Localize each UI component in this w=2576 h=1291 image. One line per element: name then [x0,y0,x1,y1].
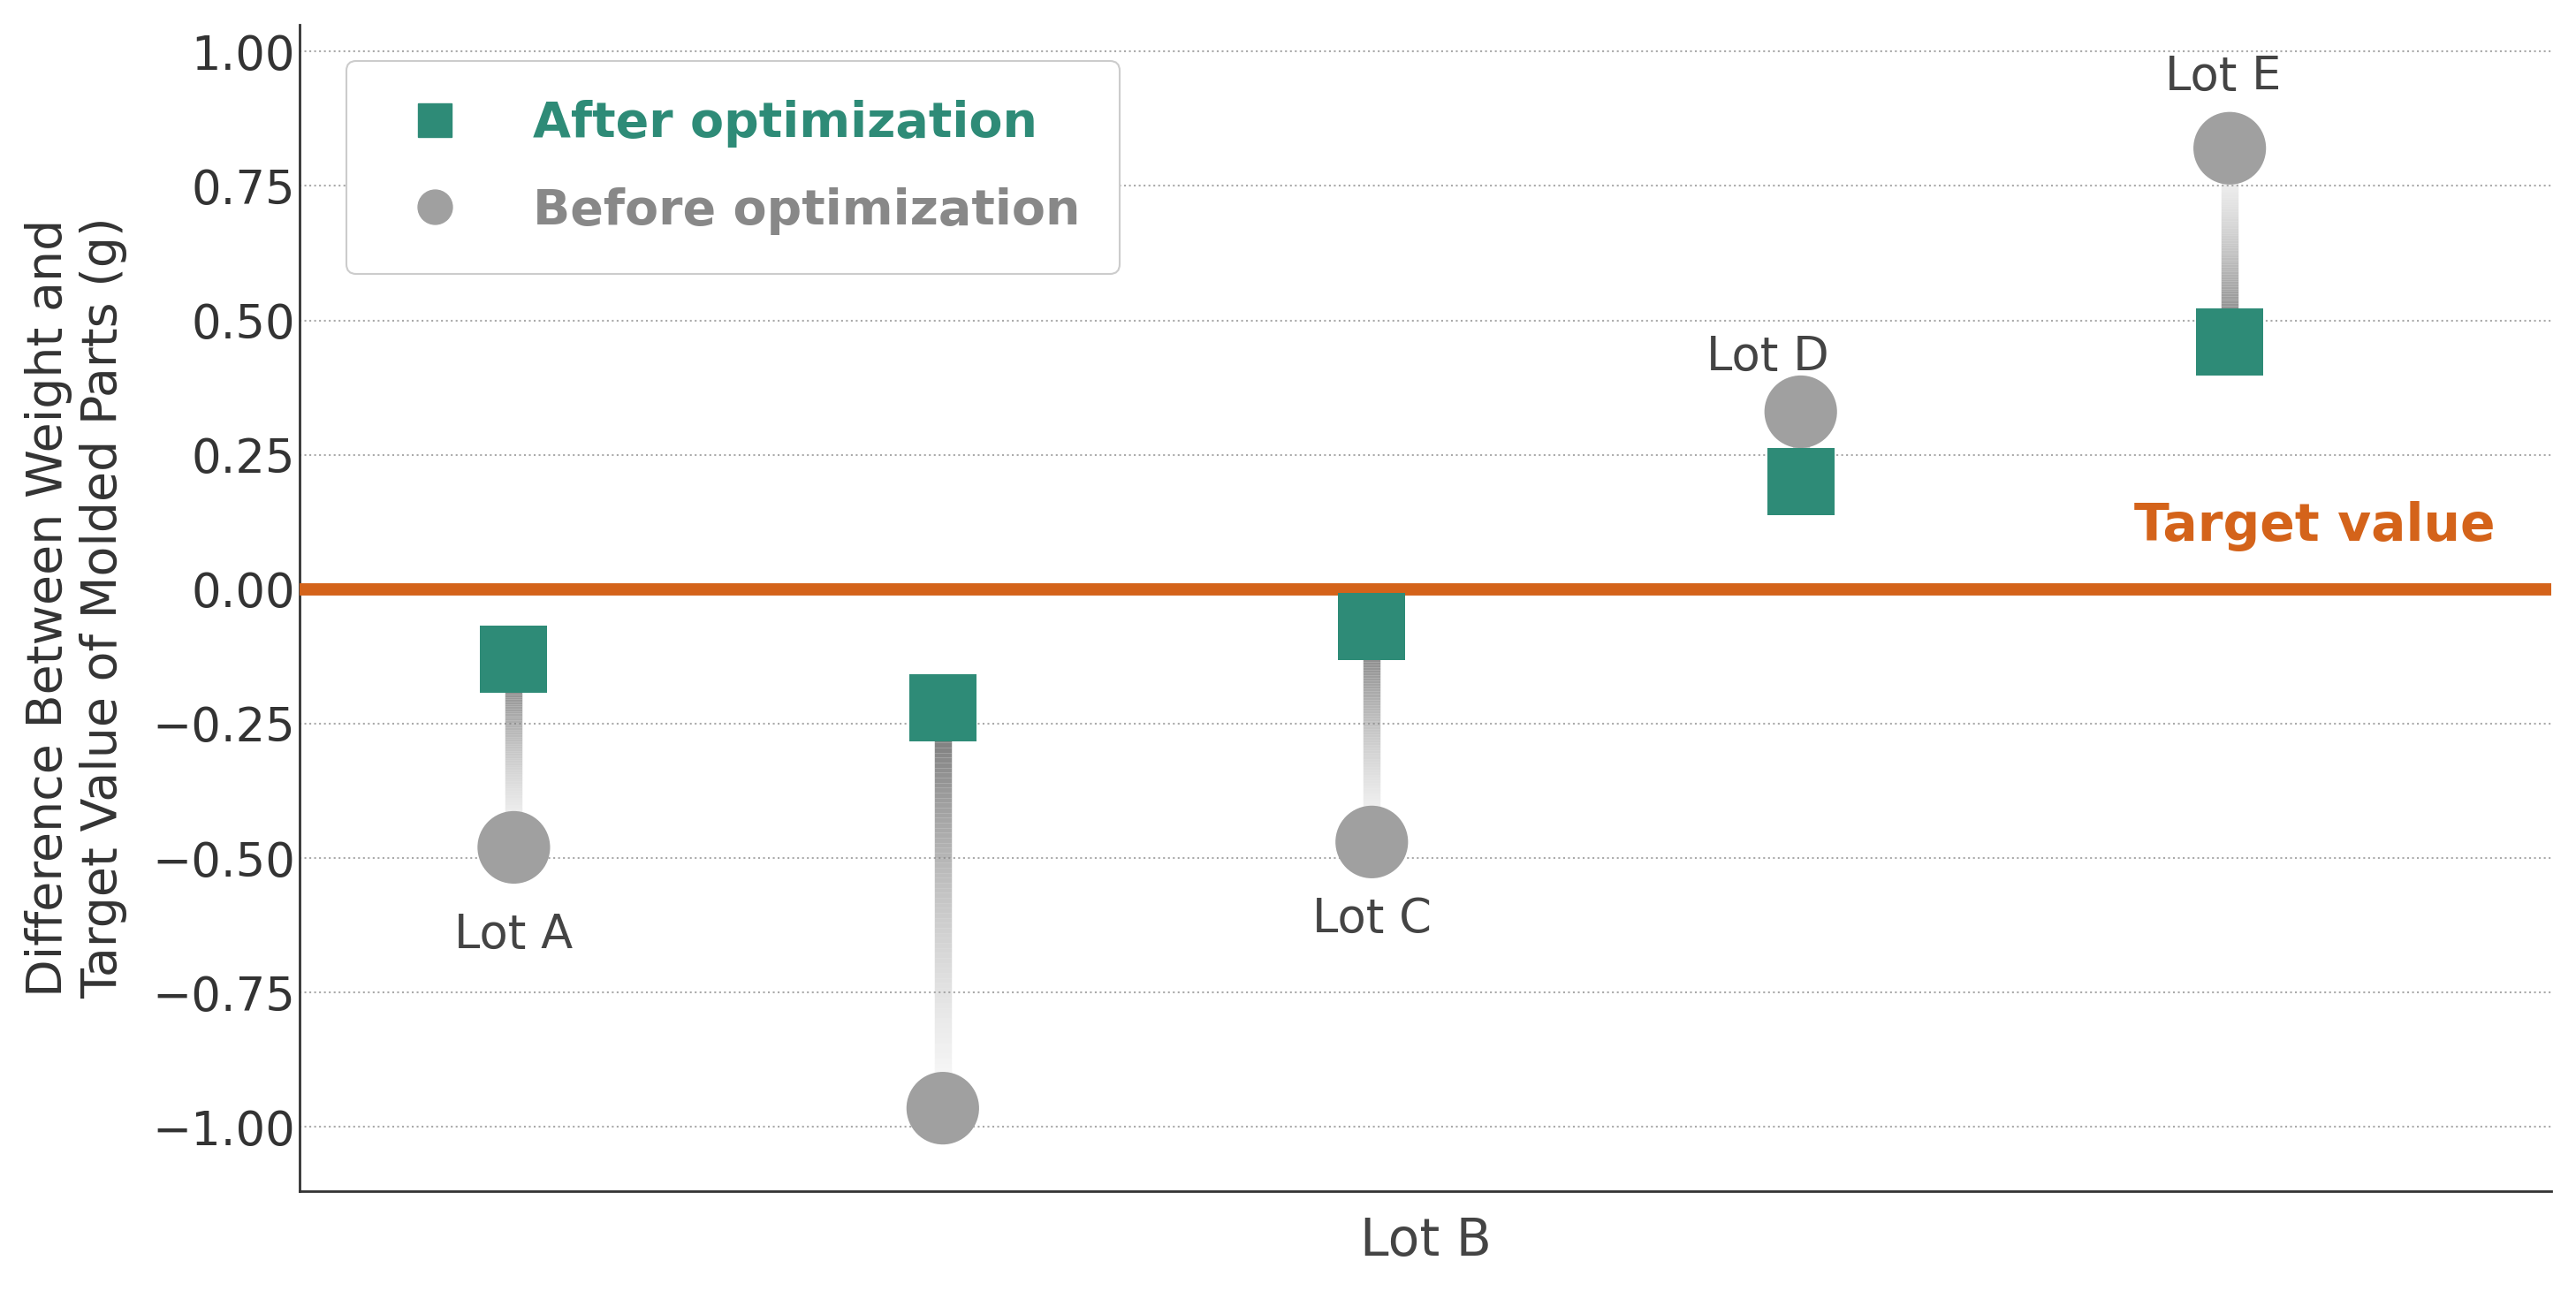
X-axis label: Lot B: Lot B [1360,1216,1492,1266]
Point [1780,402,1821,422]
Point [922,697,963,718]
Y-axis label: Difference Between Weight and
Target Value of Molded Parts (g): Difference Between Weight and Target Val… [26,217,126,999]
Point [492,649,533,670]
Legend: After optimization, Before optimization: After optimization, Before optimization [345,61,1121,274]
Point [2210,138,2251,159]
Point [492,837,533,857]
Text: Target value: Target value [2136,501,2496,551]
Text: Lot D: Lot D [1705,333,1829,380]
Point [922,1097,963,1118]
Text: Lot E: Lot E [2166,54,2282,99]
Point [1352,831,1394,852]
Text: Lot C: Lot C [1311,896,1432,941]
Point [2210,332,2251,352]
Point [1352,617,1394,638]
Point [1780,471,1821,492]
Text: Lot A: Lot A [453,911,572,958]
